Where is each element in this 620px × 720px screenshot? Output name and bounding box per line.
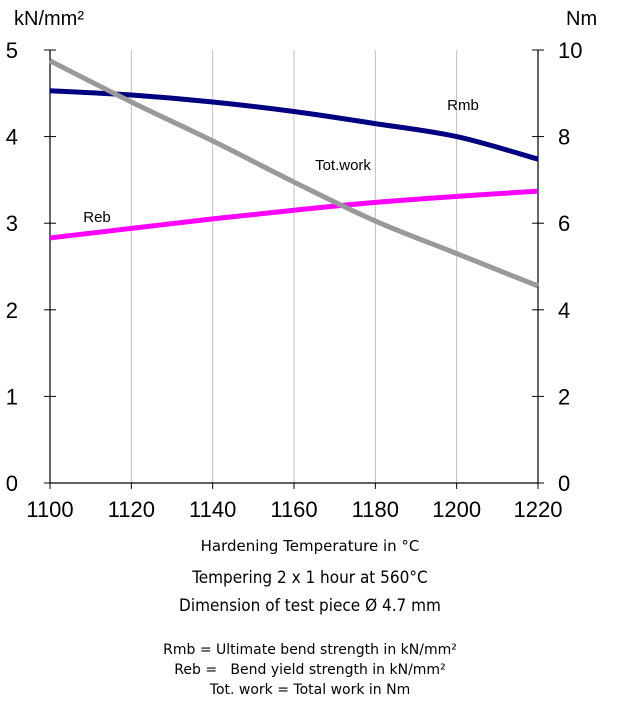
x-tick-label: 1220 <box>514 497 563 522</box>
test-piece-note: Dimension of test piece Ø 4.7 mm <box>179 596 441 616</box>
series-label-rmb: Rmb <box>447 97 479 114</box>
series <box>48 58 539 289</box>
chart-svg: 1100 1120 1140 1160 1180 1200 1220012345024681… <box>6 8 597 522</box>
y-left-unit-label: kN/mm² <box>14 8 84 30</box>
series-line-reb <box>49 188 539 241</box>
y-right-unit-label: Nm <box>566 8 597 30</box>
series-line-rmb <box>49 88 539 162</box>
x-tick-label: 1200 <box>432 497 481 522</box>
x-tick-label: 1160 <box>270 497 317 522</box>
x-axis-label: Hardening Temperature in °C <box>200 537 420 555</box>
y-left-tick-label: 0 <box>6 471 18 496</box>
series-label-tot-work: Tot.work <box>315 157 371 174</box>
y-right-tick-label: 6 <box>558 211 570 236</box>
legend-notes: Rmb = Ultimate bend strength in kN/mm² R… <box>0 640 620 700</box>
y-right-tick-label: 8 <box>558 125 570 150</box>
labels: 1100 1120 1140 1160 1180 1200 1220012345024681… <box>6 8 597 522</box>
tempering-note: Tempering 2 x 1 hour at 560°C <box>192 568 428 588</box>
x-tick-label: 1140 <box>189 497 236 522</box>
y-right-tick-label: 0 <box>558 471 570 496</box>
y-right-tick-label: 4 <box>558 298 570 323</box>
y-left-tick-label: 3 <box>6 211 18 236</box>
x-tick-label: 1120 <box>108 497 155 522</box>
x-tick-label: 1100 <box>26 497 73 522</box>
legend-rmb: Rmb = Ultimate bend strength in kN/mm² <box>163 642 457 658</box>
y-right-tick-label: 10 <box>558 38 582 63</box>
series-line-tot-work <box>48 58 539 289</box>
y-left-tick-label: 4 <box>6 125 18 150</box>
y-left-tick-label: 5 <box>6 38 18 63</box>
axes <box>44 49 544 489</box>
grid <box>130 50 458 483</box>
series-label-reb: Reb <box>83 209 111 226</box>
x-tick-label: 1180 <box>352 497 399 522</box>
legend-reb: Reb = Bend yield strength in kN/mm² <box>174 662 446 678</box>
y-left-tick-label: 1 <box>6 384 18 409</box>
y-right-tick-label: 2 <box>558 384 570 409</box>
legend-tot-work: Tot. work = Total work in Nm <box>209 682 411 698</box>
y-left-tick-label: 2 <box>6 298 18 323</box>
